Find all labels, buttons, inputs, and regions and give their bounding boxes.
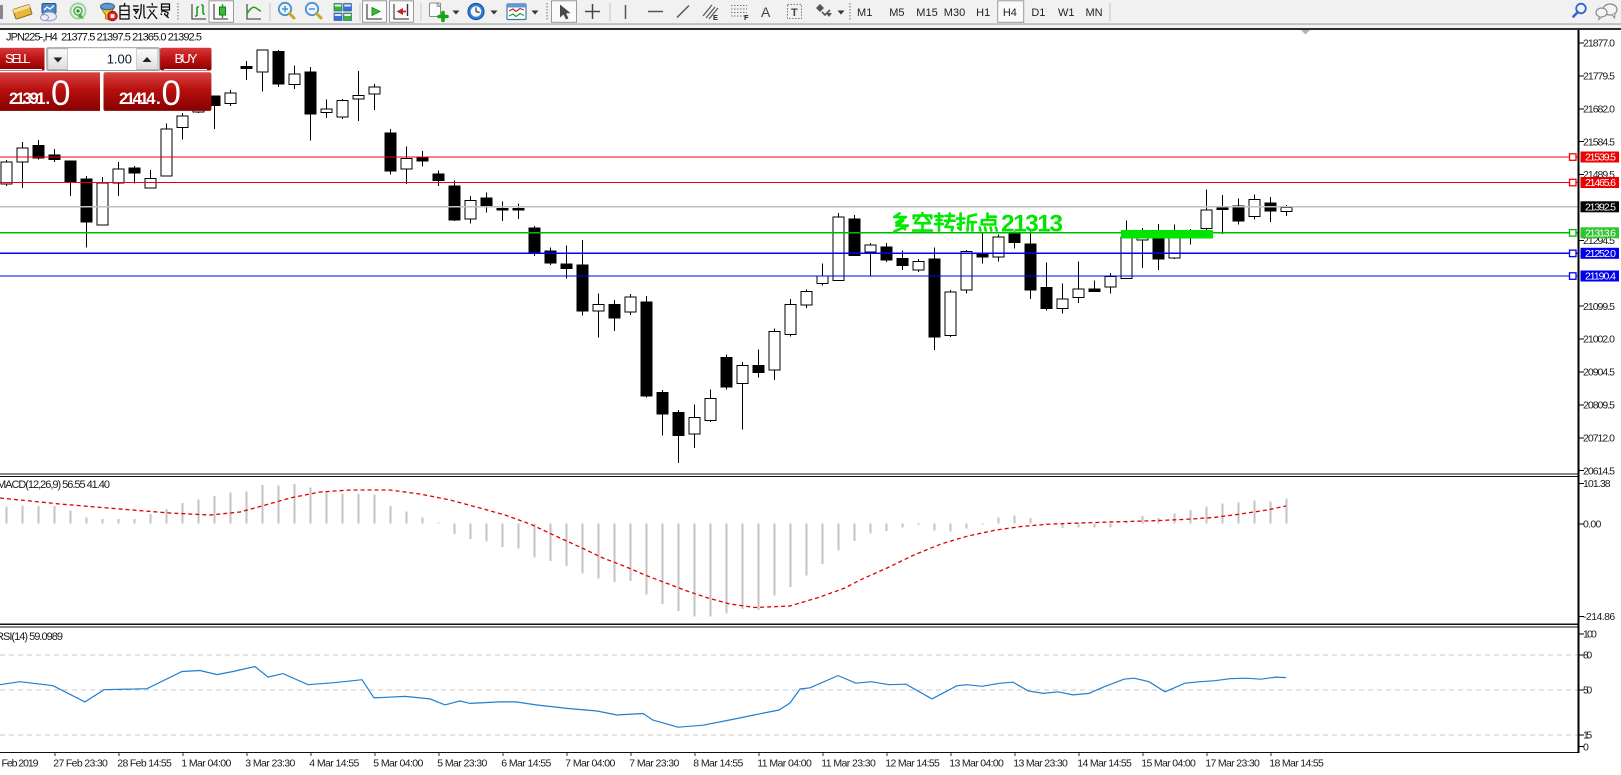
svg-text:13 Mar 23:30: 13 Mar 23:30: [1013, 758, 1068, 770]
svg-text:21539.5: 21539.5: [1585, 152, 1616, 164]
svg-text:5 Mar 23:30: 5 Mar 23:30: [437, 758, 487, 770]
svg-text:20809.5: 20809.5: [1583, 400, 1615, 412]
svg-text:E: E: [713, 13, 718, 22]
svg-text:W1: W1: [1058, 7, 1075, 19]
svg-text:21465.6: 21465.6: [1585, 177, 1616, 189]
svg-text:12 Mar 14:55: 12 Mar 14:55: [885, 758, 940, 770]
svg-text:7 Mar 04:00: 7 Mar 04:00: [565, 758, 615, 770]
svg-text:21190.4: 21190.4: [1585, 271, 1616, 283]
svg-text:1.00: 1.00: [107, 52, 132, 67]
svg-text:RSI(14) 59.0989: RSI(14) 59.0989: [0, 631, 63, 643]
svg-text:Feb 2019: Feb 2019: [2, 758, 39, 770]
svg-text:BUY: BUY: [175, 51, 198, 66]
svg-text:H4: H4: [1003, 7, 1017, 19]
svg-text:14 Mar 14:55: 14 Mar 14:55: [1077, 758, 1132, 770]
svg-text:M1: M1: [857, 7, 872, 19]
svg-text:28 Feb 14:55: 28 Feb 14:55: [117, 758, 172, 770]
svg-text:6 Mar 14:55: 6 Mar 14:55: [501, 758, 551, 770]
svg-text:20712.0: 20712.0: [1583, 432, 1615, 444]
svg-text:101.38: 101.38: [1583, 478, 1611, 490]
svg-text:8 Mar 14:55: 8 Mar 14:55: [693, 758, 743, 770]
svg-text:15: 15: [1583, 730, 1592, 742]
svg-text:4 Mar 14:55: 4 Mar 14:55: [309, 758, 359, 770]
svg-text:7 Mar 23:30: 7 Mar 23:30: [629, 758, 679, 770]
svg-text:17 Mar 23:30: 17 Mar 23:30: [1205, 758, 1260, 770]
svg-text:21252.0: 21252.0: [1585, 248, 1616, 260]
svg-text:0: 0: [162, 74, 181, 113]
svg-text:D1: D1: [1031, 7, 1045, 19]
svg-text:11 Mar 04:00: 11 Mar 04:00: [757, 758, 812, 770]
svg-text:0: 0: [51, 74, 70, 113]
svg-text:-214.86: -214.86: [1583, 611, 1615, 623]
svg-text:21779.5: 21779.5: [1583, 71, 1615, 83]
svg-text:A: A: [761, 4, 771, 20]
svg-text:20614.5: 20614.5: [1583, 465, 1615, 477]
svg-text:100: 100: [1583, 629, 1597, 641]
svg-text:21392.5: 21392.5: [1585, 201, 1616, 213]
svg-text:F: F: [744, 13, 749, 22]
svg-text:15 Mar 04:00: 15 Mar 04:00: [1141, 758, 1196, 770]
svg-text:21414: 21414: [119, 90, 156, 108]
svg-text:SELL: SELL: [5, 51, 31, 66]
svg-text:27 Feb 23:30: 27 Feb 23:30: [53, 758, 108, 770]
svg-text:M15: M15: [916, 7, 937, 19]
svg-text:20904.5: 20904.5: [1583, 367, 1615, 379]
svg-text:MN: MN: [1085, 7, 1102, 19]
svg-text:H1: H1: [976, 7, 990, 19]
svg-text:21099.5: 21099.5: [1583, 301, 1615, 313]
svg-text:80: 80: [1583, 650, 1592, 662]
svg-text:.: .: [46, 89, 51, 108]
svg-text:11 Mar 23:30: 11 Mar 23:30: [821, 758, 876, 770]
svg-text:21584.5: 21584.5: [1583, 136, 1615, 148]
svg-text:13 Mar 04:00: 13 Mar 04:00: [949, 758, 1004, 770]
svg-text:21391: 21391: [9, 90, 46, 108]
svg-text:50: 50: [1583, 685, 1592, 697]
svg-text:21313: 21313: [1001, 211, 1063, 238]
svg-text:18 Mar 14:55: 18 Mar 14:55: [1269, 758, 1324, 770]
svg-text:T: T: [791, 7, 798, 19]
svg-text:3 Mar 23:30: 3 Mar 23:30: [245, 758, 295, 770]
svg-text:21682.0: 21682.0: [1583, 103, 1615, 115]
svg-text:M5: M5: [889, 7, 904, 19]
svg-text:21877.0: 21877.0: [1583, 38, 1615, 50]
svg-text:21313.6: 21313.6: [1585, 227, 1616, 239]
svg-text:0: 0: [1583, 741, 1589, 753]
svg-text:M30: M30: [944, 7, 965, 19]
svg-text:.: .: [156, 89, 161, 108]
svg-text:0.00: 0.00: [1583, 518, 1602, 530]
svg-text:5 Mar 04:00: 5 Mar 04:00: [373, 758, 423, 770]
svg-text:1 Mar 04:00: 1 Mar 04:00: [181, 758, 231, 770]
svg-text:21002.0: 21002.0: [1583, 334, 1615, 346]
svg-text:JPN225-,H4 21377.5 21397.5 21: JPN225-,H4 21377.5 21397.5 21365.0 21392…: [6, 32, 202, 44]
svg-text:MACD(12,26,9) 56.55 41.40: MACD(12,26,9) 56.55 41.40: [0, 479, 110, 491]
